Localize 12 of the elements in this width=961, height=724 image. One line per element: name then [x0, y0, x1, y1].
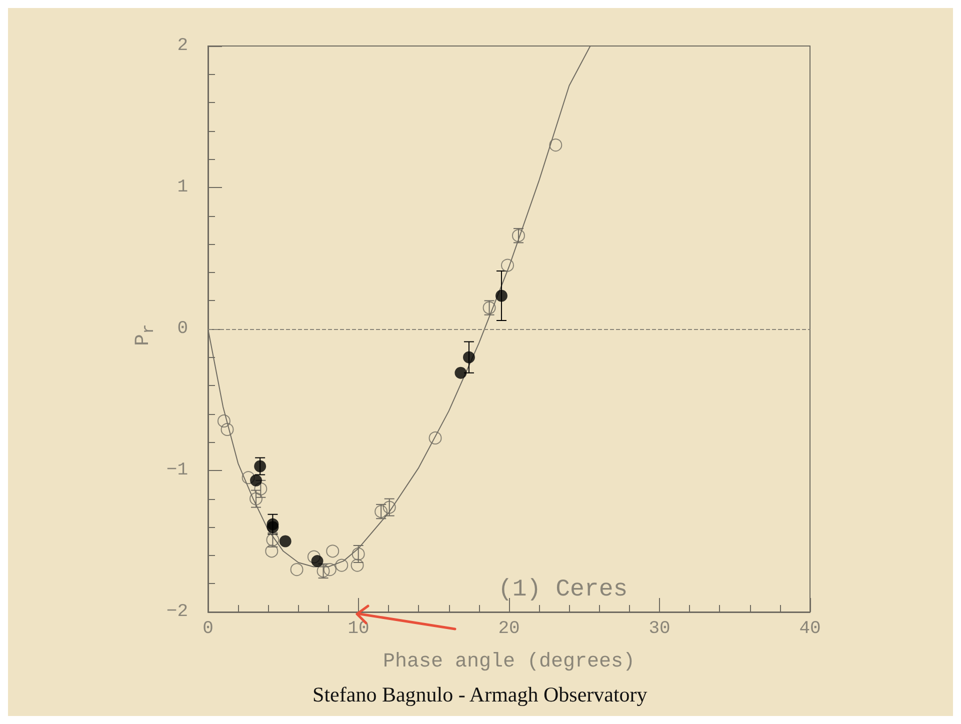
y-tick-label: 1 — [177, 178, 188, 198]
y-tick-label: 2 — [177, 36, 188, 56]
y-tick-label: 0 — [177, 319, 188, 339]
x-tick-label: 30 — [648, 619, 670, 639]
y-tick-label: −2 — [166, 602, 188, 622]
x-axis-title: Phase angle (degrees) — [382, 650, 636, 674]
text: Stefano Bagnulo - Armagh Observatory — [312, 682, 648, 706]
y-tick-label: −1 — [166, 460, 188, 480]
x-tick-label: 20 — [498, 619, 520, 639]
x-tick-label: 0 — [202, 619, 214, 639]
annotation: (1) Ceres — [498, 576, 628, 604]
x-tick-label: 40 — [799, 619, 821, 639]
